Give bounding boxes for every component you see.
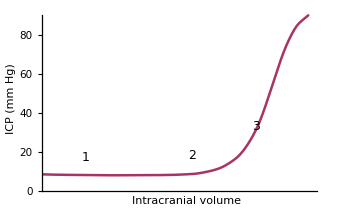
Text: 1: 1 xyxy=(81,151,89,164)
Text: 2: 2 xyxy=(188,149,196,162)
Text: 3: 3 xyxy=(252,120,260,133)
Y-axis label: ICP (mm Hg): ICP (mm Hg) xyxy=(5,63,16,134)
X-axis label: Intracranial volume: Intracranial volume xyxy=(132,197,241,206)
